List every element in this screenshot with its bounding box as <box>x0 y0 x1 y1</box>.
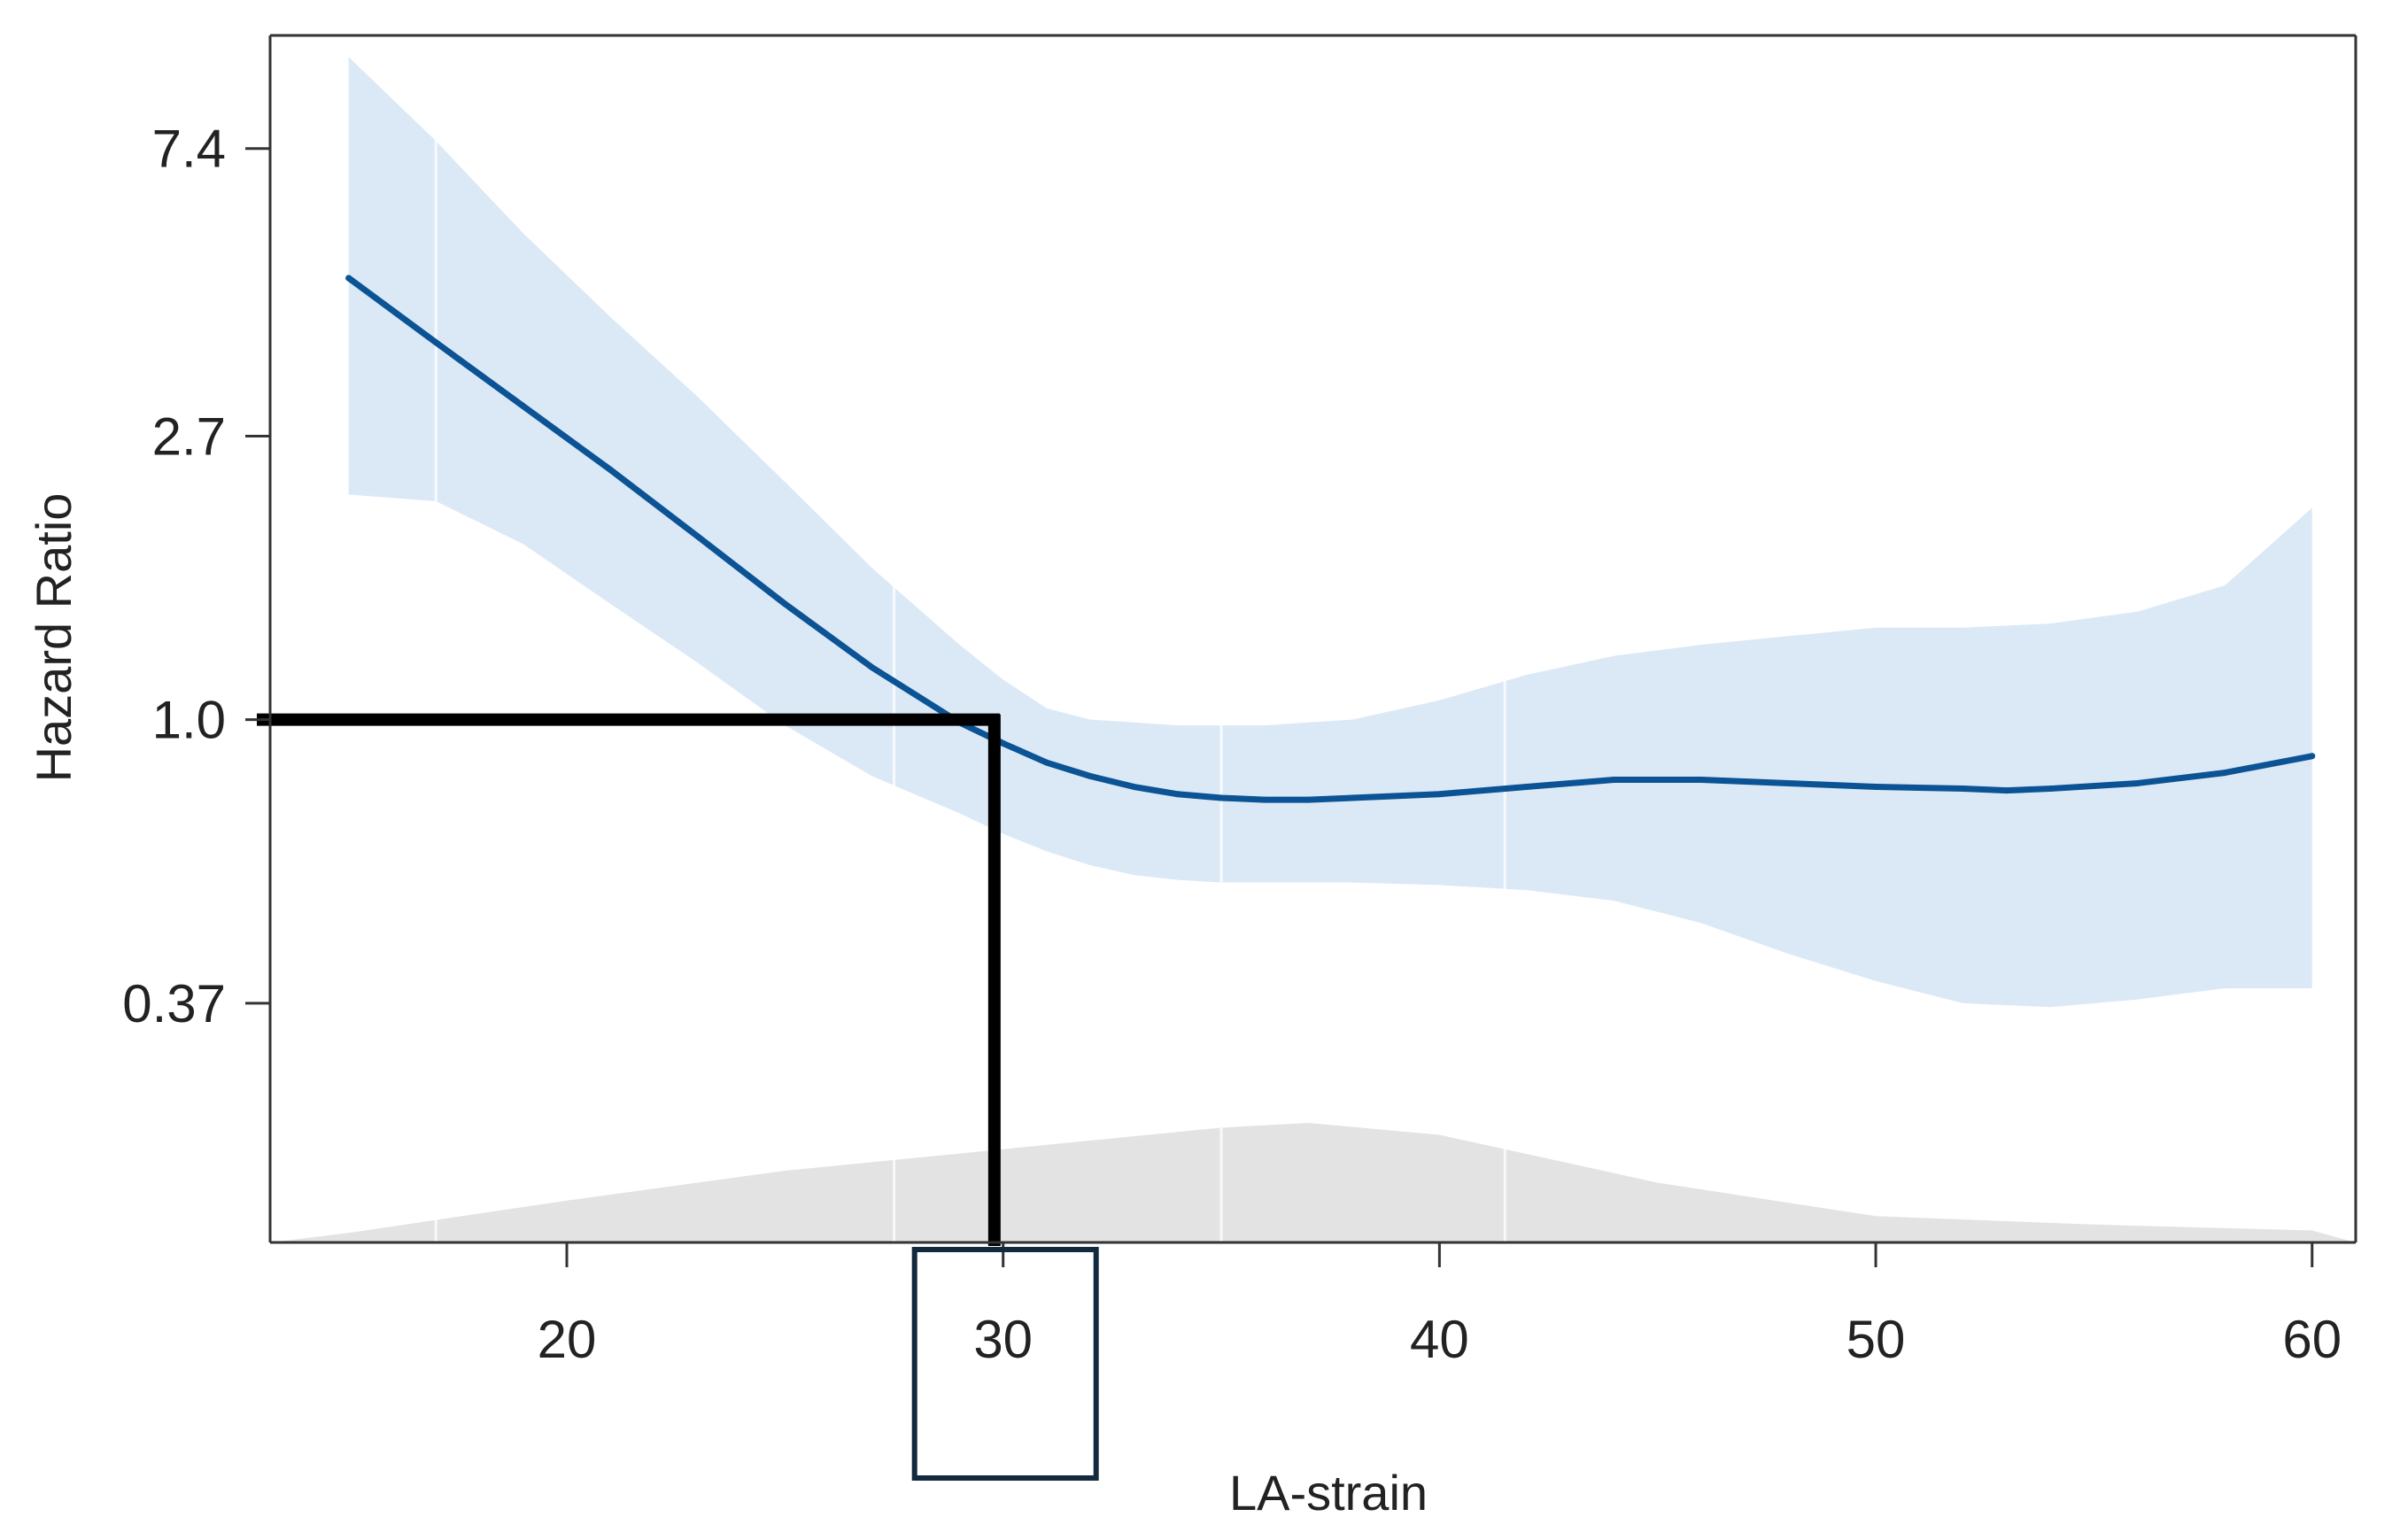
hazard-ratio-point <box>1523 784 1530 791</box>
x-tick-label: 50 <box>1846 1310 1906 1369</box>
hazard-ratio-point <box>1043 759 1050 766</box>
hazard-ratio-point <box>1960 785 1967 793</box>
hazard-ratio-point <box>2047 785 2054 793</box>
x-axis-title: LA-strain <box>1229 1465 1428 1521</box>
hazard-ratio-point <box>1131 784 1138 791</box>
hazard-ratio-point <box>1218 794 1225 801</box>
hazard-ratio-point <box>781 600 788 607</box>
density-area <box>270 1123 2356 1242</box>
highlight-box <box>911 1247 1099 1481</box>
y-tick-label: 0.37 <box>122 974 226 1033</box>
hazard-ratio-point <box>2309 753 2316 760</box>
hazard-ratio-point <box>694 533 701 540</box>
hazard-ratio-point <box>1349 794 1356 801</box>
x-tick-label: 40 <box>1410 1310 1469 1369</box>
hazard-ratio-point <box>1305 796 1312 803</box>
y-tick-label: 7.4 <box>152 120 226 179</box>
hazard-ratio-point <box>1610 776 1617 783</box>
hazard-ratio-point <box>2134 779 2141 786</box>
y-tick-label: 1.0 <box>152 691 226 750</box>
hazard-ratio-point <box>2221 770 2228 777</box>
hazard-ratio-point <box>1785 779 1792 786</box>
hazard-ratio-point <box>520 403 527 410</box>
hazard-ratio-point <box>345 275 352 282</box>
hazard-ratio-point <box>607 467 614 474</box>
hazard-ratio-point <box>2003 787 2010 794</box>
hazard-ratio-point <box>1436 791 1443 798</box>
hazard-ratio-point <box>432 339 439 346</box>
hazard-ratio-point <box>869 664 876 671</box>
y-tick-label: 2.7 <box>152 407 226 467</box>
hazard-ratio-point <box>1000 739 1007 747</box>
x-tick-label: 60 <box>2282 1310 2342 1369</box>
x-tick-label: 20 <box>538 1310 597 1369</box>
x-axis-ticks: 20 30 40 50 60 <box>538 1242 2342 1481</box>
hazard-ratio-point <box>1872 784 1879 791</box>
x-tick-label: 30 <box>973 1310 1033 1369</box>
y-axis-ticks: 7.4 2.7 1.0 0.37 <box>122 120 270 1033</box>
y-axis-title: Hazard Ratio <box>26 493 81 783</box>
hazard-ratio-point <box>1698 776 1705 783</box>
hazard-ratio-point <box>1261 796 1268 803</box>
confidence-band <box>348 57 2312 1008</box>
plot-area <box>257 57 2356 1246</box>
hazard-ratio-point <box>1087 773 1094 780</box>
hazard-ratio-point <box>1174 791 1181 798</box>
